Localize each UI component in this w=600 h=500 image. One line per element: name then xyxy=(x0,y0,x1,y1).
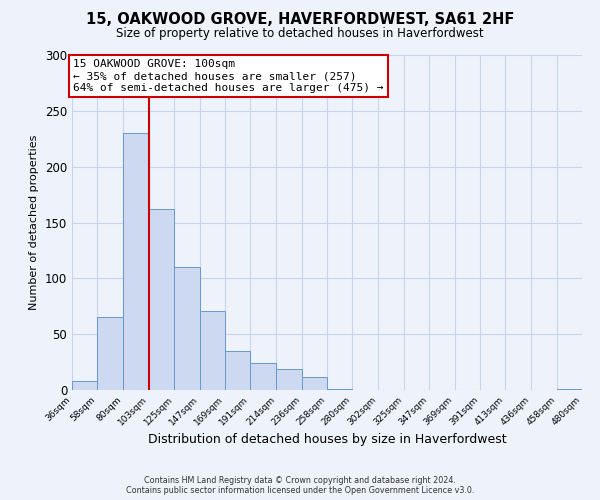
Text: 15, OAKWOOD GROVE, HAVERFORDWEST, SA61 2HF: 15, OAKWOOD GROVE, HAVERFORDWEST, SA61 2… xyxy=(86,12,514,28)
Bar xyxy=(122,133,149,390)
Bar xyxy=(277,369,302,390)
Bar xyxy=(97,318,122,390)
Bar xyxy=(72,381,97,390)
Bar xyxy=(302,376,327,390)
Text: Contains HM Land Registry data © Crown copyright and database right 2024.
Contai: Contains HM Land Registry data © Crown c… xyxy=(126,476,474,495)
Bar xyxy=(174,267,199,390)
Text: Size of property relative to detached houses in Haverfordwest: Size of property relative to detached ho… xyxy=(116,28,484,40)
Bar xyxy=(327,389,352,390)
Text: 15 OAKWOOD GROVE: 100sqm
← 35% of detached houses are smaller (257)
64% of semi-: 15 OAKWOOD GROVE: 100sqm ← 35% of detach… xyxy=(73,60,383,92)
Bar xyxy=(225,351,250,390)
Bar xyxy=(199,310,225,390)
Y-axis label: Number of detached properties: Number of detached properties xyxy=(29,135,40,310)
Bar xyxy=(250,363,277,390)
X-axis label: Distribution of detached houses by size in Haverfordwest: Distribution of detached houses by size … xyxy=(148,432,506,446)
Bar xyxy=(557,389,582,390)
Bar xyxy=(149,209,174,390)
